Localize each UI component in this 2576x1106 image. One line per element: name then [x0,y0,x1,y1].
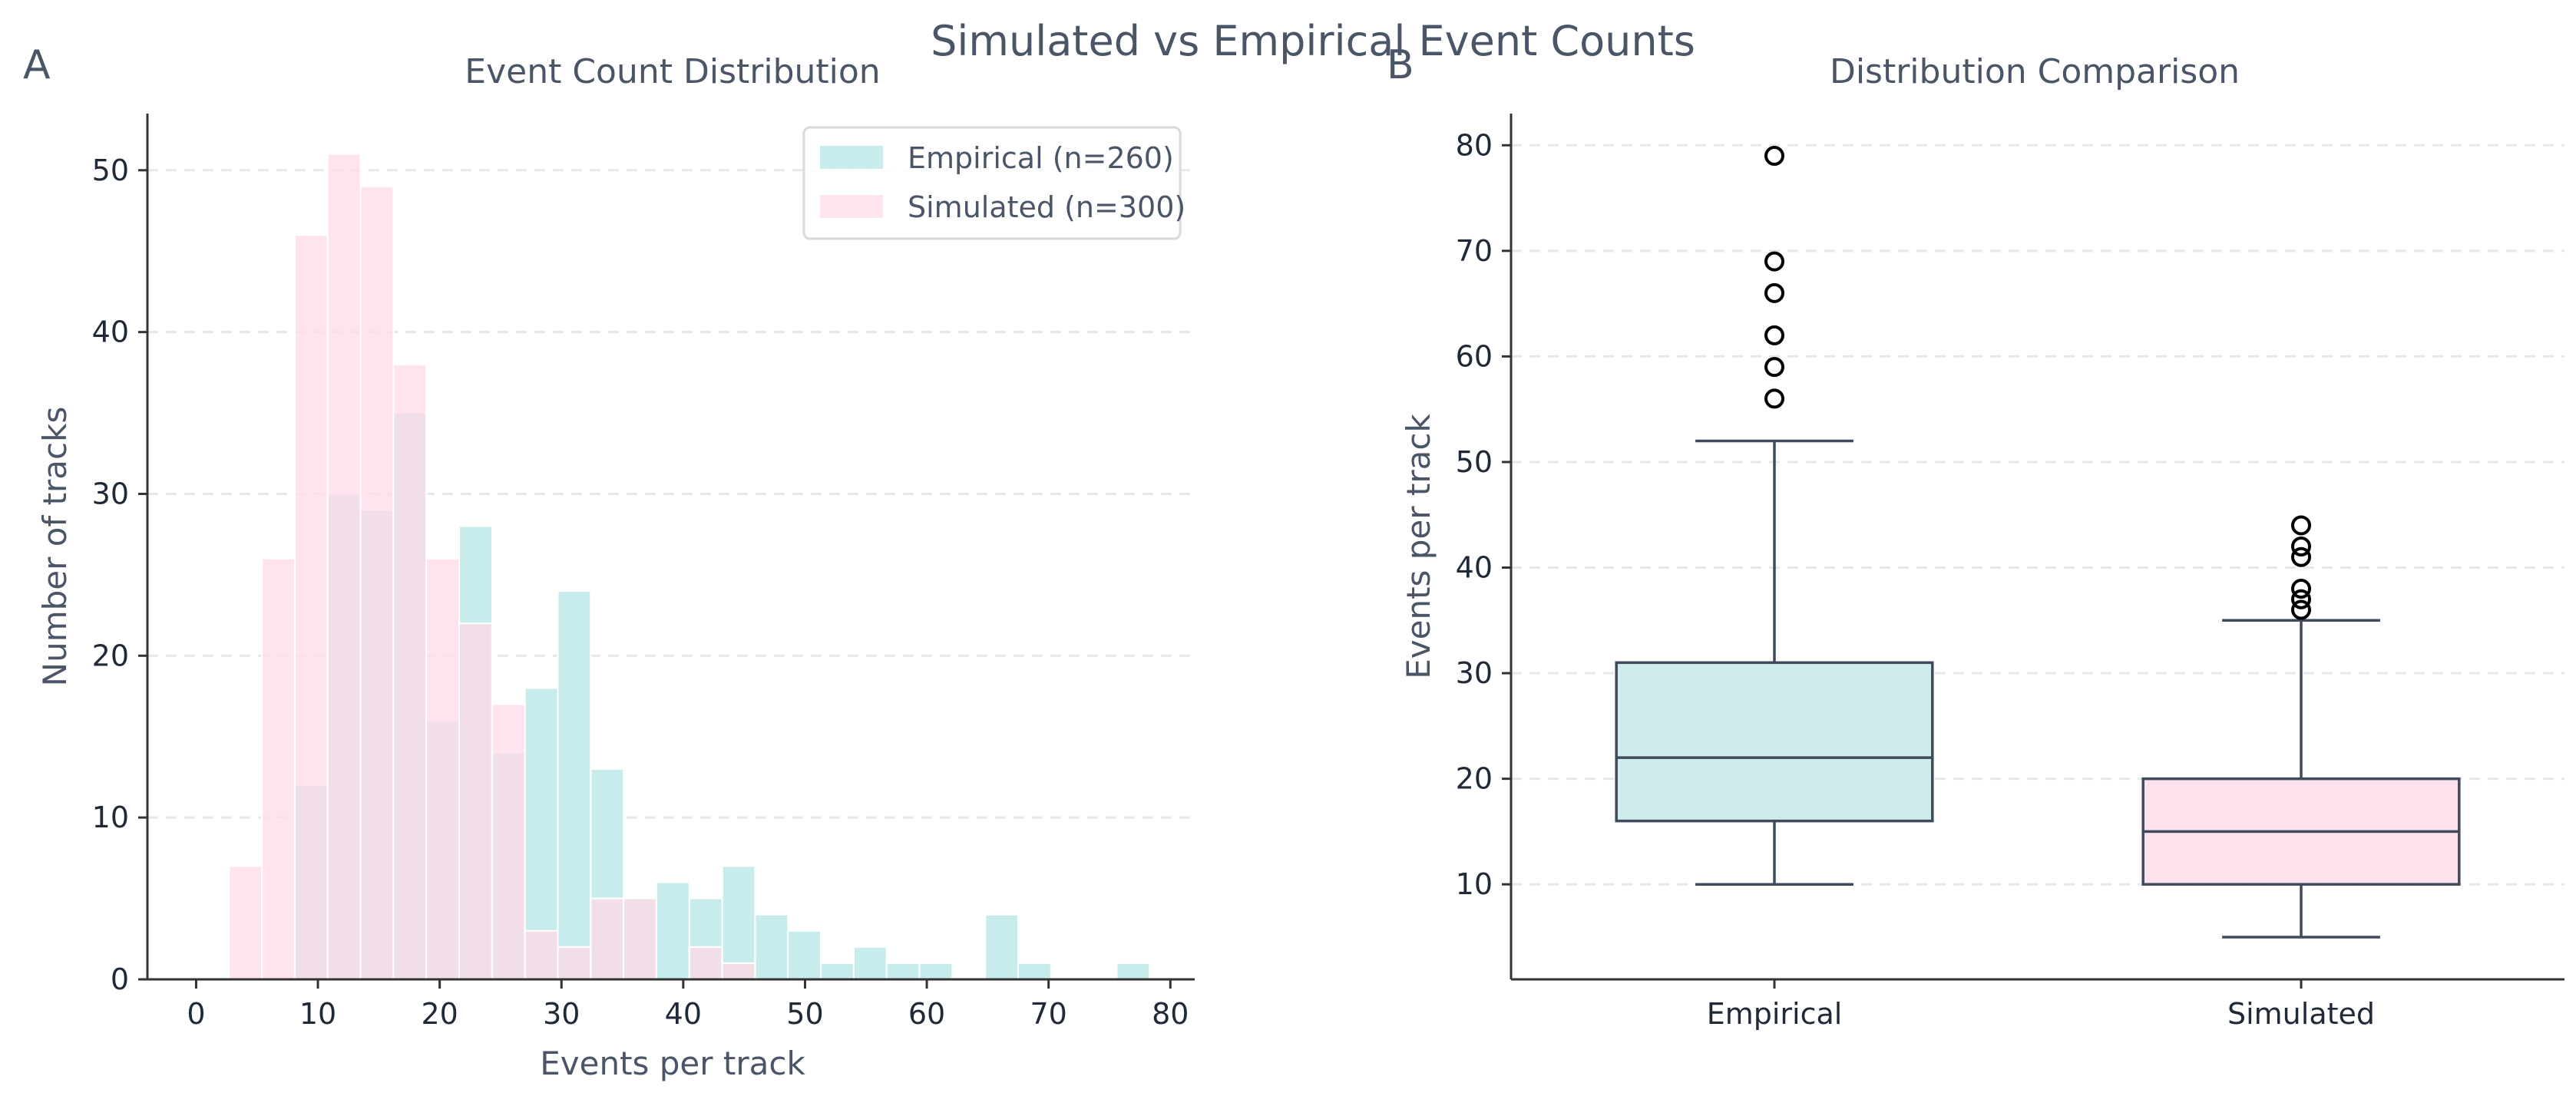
histogram-panel: A Event Count Distribution 0 10 20 30 40 50 60… [23,42,1195,1082]
histogram-bar [458,622,493,980]
histogram-bar [754,913,789,981]
outlier-point [2291,579,2311,599]
histogram-legend: Empirical (n=260) Simulated (n=300) [802,126,1185,240]
y-tick-label: 40 [1456,551,1493,585]
histogram-bar [524,929,559,981]
outlier-point [1764,251,1784,272]
y-tick-label: 50 [92,154,129,187]
histogram-bar [820,962,855,981]
histogram-bar [491,703,526,980]
boxplot-axes [1510,114,2564,981]
x-tick-label: Empirical [1707,997,1843,1031]
histogram-bar [228,865,263,981]
x-tick-label: Simulated [2227,997,2375,1031]
histogram-bar [326,153,362,980]
y-tick-label: 80 [1456,128,1493,162]
histogram-bar [918,962,954,981]
x-tick-label: 50 [786,997,823,1031]
histogram-y-ticks: 0 10 20 30 40 50 [92,154,147,996]
figure-suptitle: Simulated vs Empirical Event Counts [931,17,1695,65]
x-tick-label: 40 [665,997,702,1031]
x-tick-label: 20 [421,997,458,1031]
histogram-bar [425,557,461,980]
histogram-bar [721,865,756,981]
outlier-point [1764,146,1784,167]
histogram-bar [623,897,657,981]
y-tick-label: 20 [92,639,129,672]
outlier-point [1764,388,1784,409]
boxplot-x-ticks: Empirical Simulated [1707,979,2375,1031]
histogram-bar [787,929,822,981]
box-empirical [1615,146,1934,886]
y-tick-label: 30 [1456,656,1493,690]
histogram-bar [261,557,296,980]
y-tick-label: 0 [111,962,129,996]
legend-frame [802,126,1182,240]
x-tick-label: 60 [908,997,945,1031]
histogram-bar [984,913,1020,981]
outlier-point [2291,589,2311,609]
y-tick-label: 10 [1456,867,1493,901]
x-tick-label: 30 [543,997,580,1031]
panel-label-a: A [23,42,51,88]
y-tick-label: 20 [1456,762,1493,796]
histogram-bar [721,962,756,981]
x-tick-label: 10 [299,997,336,1031]
legend-swatch-empirical [820,146,883,169]
histogram-axes [146,114,1195,981]
y-tick-label: 50 [1456,445,1493,479]
y-tick-label: 10 [92,801,129,834]
histogram-bar [885,962,921,981]
histogram-x-ticks: 0 10 20 30 40 50 60 70 80 [187,979,1189,1031]
y-tick-label: 30 [92,477,129,510]
outlier-point [1764,282,1784,303]
box-simulated [2141,515,2461,939]
boxplot-title: Distribution Comparison [1830,52,2240,91]
y-tick-label: 60 [1456,339,1493,373]
histogram-bar [1017,962,1052,981]
boxplot-y-axis-label: Events per track [1400,414,1437,679]
outlier-point [2291,515,2311,536]
histogram-title: Event Count Distribution [465,52,880,91]
outlier-point [2291,536,2311,556]
histogram-bar [293,234,329,980]
iqr-box [1615,661,1934,823]
y-tick-label: 40 [92,315,129,349]
histogram-bar [1116,962,1151,981]
outlier-point [1764,325,1784,345]
histogram-bar [590,897,625,981]
boxplot-y-ticks: 10 20 30 40 50 60 70 80 [1456,128,1511,901]
boxplot-boxes [1615,146,2461,939]
outlier-point [1764,357,1784,378]
histogram-bar [655,881,690,981]
legend-label-simulated: Simulated (n=300) [908,190,1185,224]
x-tick-label: 80 [1152,997,1189,1031]
histogram-bar [557,589,592,980]
y-tick-label: 70 [1456,234,1493,268]
histogram-bar [688,946,723,981]
legend-swatch-simulated [820,195,883,218]
x-tick-label: 70 [1030,997,1066,1031]
histogram-bar [392,363,428,981]
x-tick-label: 0 [187,997,205,1031]
histogram-x-axis-label: Events per track [540,1045,805,1082]
histogram-bar [359,185,395,980]
panel-label-b: B [1387,42,1414,88]
histogram-bars [228,153,1151,981]
outlier-point [2291,546,2311,567]
histogram-bar [852,946,888,981]
outlier-point [2291,599,2311,620]
histogram-y-axis-label: Number of tracks [36,407,74,687]
boxplot-panel: B Distribution Comparison Empirical Simul… [1387,42,2564,1031]
legend-label-empirical: Empirical (n=260) [908,141,1174,175]
histogram-bar [557,946,592,981]
